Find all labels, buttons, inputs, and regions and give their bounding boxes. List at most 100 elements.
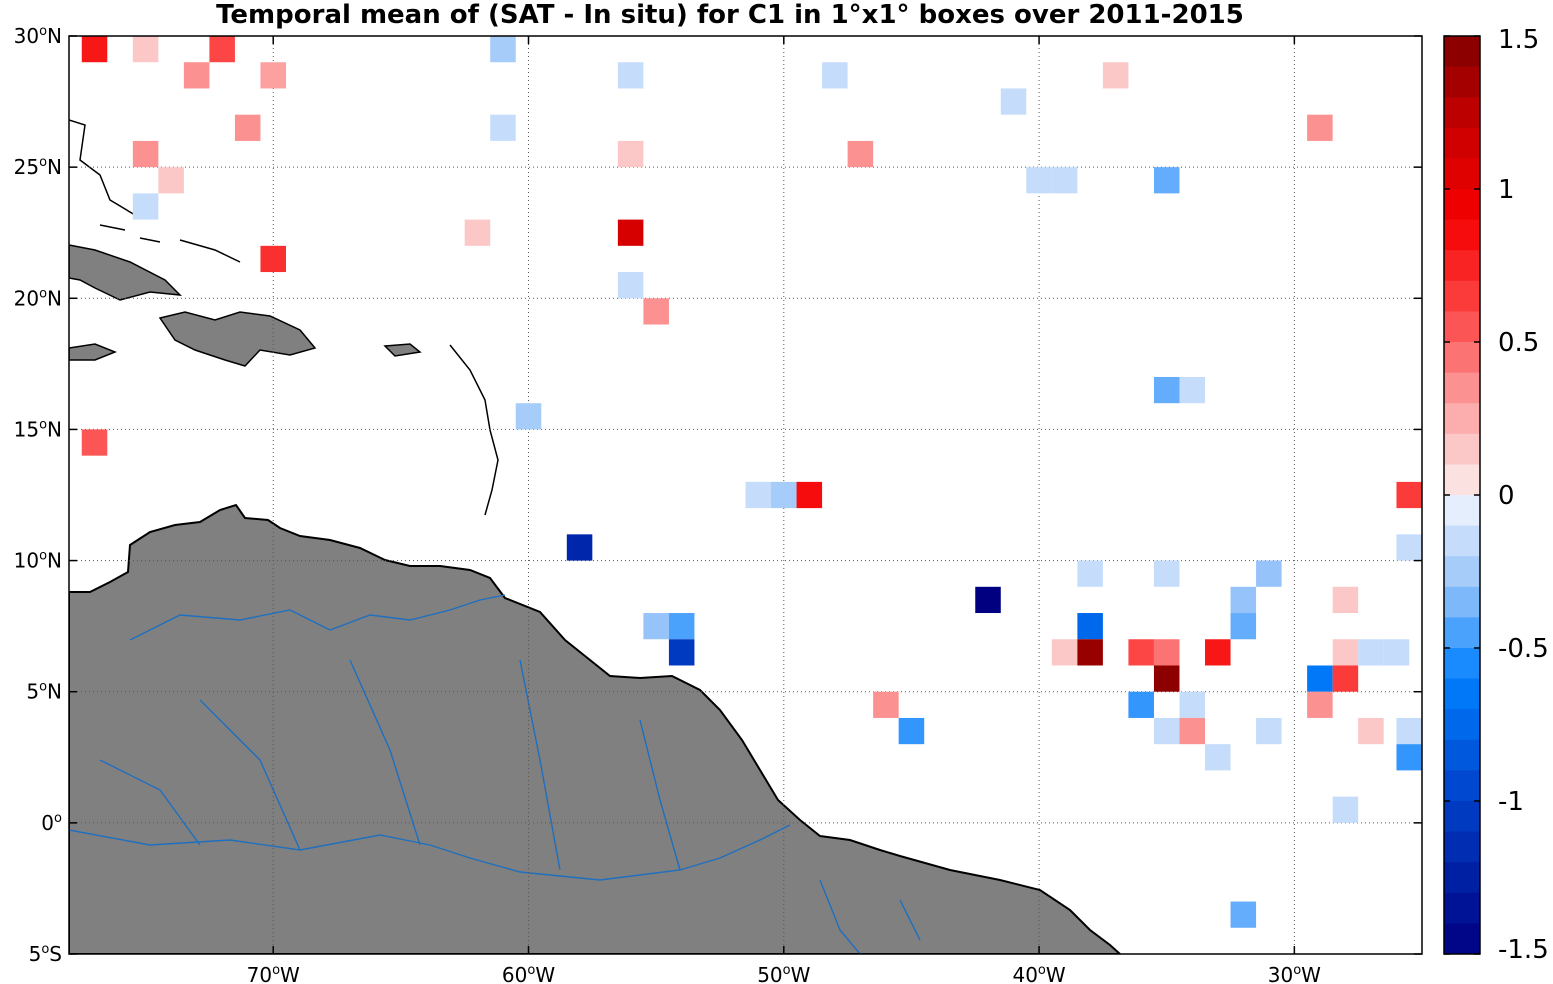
rivers-layer xyxy=(69,594,921,954)
heatmap-cell xyxy=(1230,613,1257,640)
heatmap-cell xyxy=(822,62,848,89)
heatmap-cell xyxy=(132,193,159,220)
heatmap-cell xyxy=(617,140,644,168)
heatmap-cell xyxy=(1205,744,1231,771)
orinoco-river xyxy=(129,594,506,641)
heatmap-cell xyxy=(1332,796,1359,823)
heatmap-cell xyxy=(1179,376,1206,404)
heatmap-cell xyxy=(847,140,874,168)
heatmap-cell xyxy=(1153,376,1180,404)
heatmap-cell xyxy=(1396,717,1422,745)
jamaica-island xyxy=(69,343,118,361)
longitude-axis: 70oW 60oW 50oW 40oW 30oW xyxy=(247,36,1321,984)
heatmap-cell xyxy=(1179,691,1206,718)
heatmap-cell xyxy=(1153,639,1180,666)
puerto-rico-island xyxy=(383,343,422,357)
plot-frame xyxy=(68,35,1423,955)
colorbar-tick-label: 0.5 xyxy=(1498,328,1539,358)
colorbar-ticks: 1.5 1 0.5 0 -0.5 -1 -1.5 xyxy=(1444,25,1549,965)
colorbar-level xyxy=(1444,464,1480,496)
lat-tick-label: 30oN xyxy=(14,24,62,48)
heatmap-cell xyxy=(1077,613,1103,640)
colorbar-level xyxy=(1444,66,1480,98)
heatmap-cell xyxy=(209,36,235,63)
lon-tick-label: 50oW xyxy=(757,963,810,984)
colorbar-level xyxy=(1444,280,1480,312)
map-title: Temporal mean of (SAT - In situ) for C1 … xyxy=(216,0,1244,30)
heatmap-cell xyxy=(1153,167,1180,194)
heatmap-cell xyxy=(796,481,823,509)
heatmap-cell xyxy=(617,272,644,299)
hispaniola-island xyxy=(158,311,317,367)
heatmap-cell xyxy=(1000,88,1027,115)
lat-tick-label: 5oS xyxy=(29,942,62,966)
heatmap-cell xyxy=(1153,665,1180,692)
heatmap-cell xyxy=(771,481,797,509)
tributary-river-3 xyxy=(519,659,561,871)
heatmap-cell xyxy=(1358,717,1384,745)
heatmap-cell xyxy=(1307,665,1333,692)
heatmap-cell xyxy=(1358,639,1384,666)
colorbar-level xyxy=(1444,127,1480,159)
heatmap-cells xyxy=(81,36,1422,928)
heatmap-cell xyxy=(490,36,516,63)
heatmap-cell xyxy=(1332,586,1359,614)
tributary-river-4 xyxy=(639,719,681,871)
colorbar-level xyxy=(1444,923,1480,955)
heatmap-cell xyxy=(81,36,108,63)
latitude-axis: 30oN 25oN 20oN 15oN 10oN 5oN 0o 5oS xyxy=(14,24,1422,966)
heatmap-cell xyxy=(260,62,286,89)
colorbar-level xyxy=(1444,556,1480,588)
heatmap-cell xyxy=(1230,901,1257,928)
colorbar-level xyxy=(1444,831,1480,863)
colorbar-level xyxy=(1444,648,1480,680)
heatmap-cell xyxy=(1396,744,1422,771)
heatmap-cell xyxy=(617,62,644,89)
heatmap-cell xyxy=(1205,639,1231,666)
heatmap-cell xyxy=(464,219,491,246)
heatmap-cell xyxy=(234,114,261,141)
lon-tick-label: 40oW xyxy=(1012,963,1065,984)
heatmap-cell xyxy=(81,429,108,456)
heatmap-cell xyxy=(668,639,695,666)
heatmap-cell xyxy=(745,481,772,509)
heatmap-cell xyxy=(1307,691,1333,718)
heatmap-cell xyxy=(1026,167,1052,194)
heatmap-cell xyxy=(132,140,159,168)
heatmap-cell xyxy=(490,114,516,141)
colorbar-tick-label: -0.5 xyxy=(1498,634,1549,664)
lat-tick-label: 20oN xyxy=(14,286,62,310)
heatmap-cell xyxy=(643,613,669,640)
heatmap-cell xyxy=(183,62,210,89)
land-layer xyxy=(69,119,1122,954)
heatmap-cell xyxy=(617,219,644,246)
heatmap-cell xyxy=(975,586,1001,614)
tributary-river-1 xyxy=(199,699,301,851)
colorbar xyxy=(1443,35,1481,955)
heatmap-cell xyxy=(1396,534,1422,561)
heatmap-cell xyxy=(566,534,593,561)
lon-tick-label: 30oW xyxy=(1268,963,1321,984)
heatmap-cell xyxy=(1256,717,1282,745)
colorbar-level xyxy=(1444,770,1480,802)
tributary-river-6 xyxy=(899,899,921,941)
heatmap-cell xyxy=(1153,717,1180,745)
heatmap-cell xyxy=(898,717,925,745)
heatmap-cell xyxy=(1332,639,1359,666)
colorbar-tick-label: 1 xyxy=(1498,175,1515,205)
colorbar-level xyxy=(1444,158,1480,190)
heatmap-cell xyxy=(1307,114,1333,141)
colorbar-level xyxy=(1444,189,1480,221)
heatmap-cell xyxy=(260,245,286,273)
colorbar-level xyxy=(1444,617,1480,649)
heatmap-cell xyxy=(132,36,159,63)
heatmap-cell xyxy=(1051,167,1078,194)
heatmap-cell xyxy=(515,403,542,430)
tributary-river-2 xyxy=(349,659,421,846)
colorbar-tick-label: 0 xyxy=(1498,481,1515,511)
heatmap-cell xyxy=(1153,560,1180,587)
heatmap-cell xyxy=(1396,481,1422,509)
amazon-river xyxy=(69,824,791,881)
heatmap-cell xyxy=(1128,639,1154,666)
heatmap-cell xyxy=(1256,560,1282,587)
